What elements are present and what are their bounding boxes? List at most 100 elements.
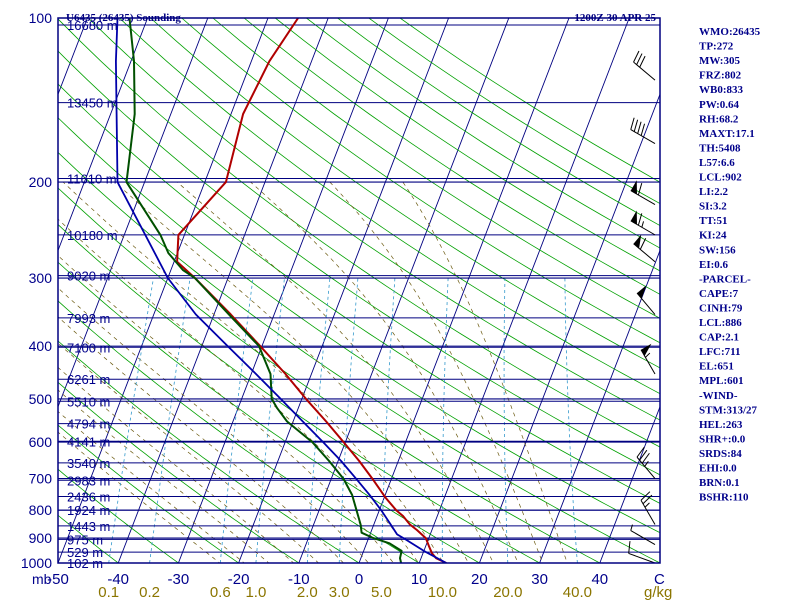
wind-barb [640,491,656,525]
height-label: 975 m [67,532,103,547]
index-value: L57:6.6 [699,157,735,169]
index-value: TT:51 [699,215,728,227]
dry-adiabat-line [58,187,601,563]
index-value: CAP:2.1 [699,332,739,344]
temperature-axis: -50 -40 -30 -20 -10 0 10 20 30 40 [47,571,608,588]
temperature-tick-label: 10 [411,571,428,588]
dry-adiabat-line [58,514,119,563]
height-label: 2436 m [67,489,110,504]
temperature-tick-label: -20 [228,571,250,588]
height-label: 2983 m [67,473,110,488]
mixing-ratio-label: 0.2 [139,584,160,600]
moist-adiabat-line [58,411,245,563]
dry-adiabat-line [87,18,660,421]
moist-adiabat-line [58,287,369,563]
moist-adiabat-line [58,255,395,563]
height-label: 13450 m [67,96,118,111]
height-label: 3540 m [67,456,110,471]
moist-adiabat-line [58,342,319,563]
pressure-tick-label: 900 [29,530,53,546]
moist-adiabat-line [176,181,494,563]
index-value: PW:0.64 [699,99,740,111]
dry-adiabat-line [243,18,660,295]
pressure-unit-label: mb [32,571,52,587]
mixing-ratio-line [381,277,396,563]
dry-adiabat-line [58,151,660,563]
dry-adiabat-line [58,261,481,563]
index-value: TP:272 [699,41,734,53]
isotherm-line [298,18,510,563]
pressure-tick-label: 700 [29,471,53,487]
mixing-ratio-line [108,277,154,563]
isotherm-line [117,18,329,563]
stability-indices-panel: WMO:26435 TP:272 MW:305 FRZ:802 WB0:833 PW:0.… [699,26,761,504]
index-value: CAPE:7 [699,288,739,300]
mixing-ratio-line [219,277,254,563]
dry-adiabat-line [58,83,660,504]
mixing-ratio-line [255,277,285,563]
parcel-profile-line [115,18,447,563]
moist-adiabat-line [402,181,568,563]
dry-adiabat-line [58,468,180,563]
index-value: HEL:263 [699,419,743,431]
plot-frame [57,17,661,564]
temperature-tick-label: -40 [107,571,129,588]
dry-adiabat-line [306,18,660,249]
index-value: LI:2.2 [699,186,729,198]
mixing-ratio-label: 1.0 [245,584,266,600]
moist-adiabat-line [58,366,295,563]
pressure-tick-label: 400 [29,338,53,354]
mixing-ratio-line [149,277,191,563]
mixing-ratio-label: 40.0 [563,584,592,600]
mixing-ratio-label: 20.0 [493,584,522,600]
mixing-ratio-unit-label: g/kg [644,584,672,600]
index-value: SW:156 [699,244,736,256]
index-value: CINH:79 [699,302,743,314]
index-value: SHR+:0.0 [699,433,746,445]
height-label: 16680 m [67,18,118,33]
isotherm-line [418,18,630,563]
index-value: TH:5408 [699,142,741,154]
wind-barb [630,524,656,545]
temperature-tick-label: 0 [355,571,363,588]
mixing-ratio-label: 2.0 [297,584,318,600]
wind-barb [633,50,656,81]
temperature-tick-label: -10 [288,571,310,588]
height-label: 1924 m [67,503,110,518]
isotherm-line [58,18,209,409]
mixing-ratio-label: 3.0 [329,584,350,600]
index-value: BRN:0.1 [699,477,740,489]
moist-adiabat-line [58,218,420,563]
temperature-tick-label: 30 [531,571,548,588]
height-label: 529 m [67,545,103,560]
index-value: WMO:26435 [699,26,761,38]
pressure-tick-label: 600 [29,434,53,450]
temperature-tick-label: 20 [471,571,488,588]
pressure-tick-label: 100 [29,10,53,26]
temperature-unit-label: C [654,571,665,588]
isotherm-line [58,18,269,563]
isotherm-line [58,18,149,252]
index-value: EHI:0.0 [699,463,737,475]
index-value: EI:0.6 [699,259,729,271]
mixing-ratio-line [564,277,578,563]
dry-adiabat-line [275,18,660,272]
height-label: 7993 m [67,311,110,326]
index-value: RH:68.2 [699,113,739,125]
pressure-axis: 100 200 300 400 500 600 700 800 900 1000 [21,10,52,571]
index-value: KI:24 [699,230,727,242]
pressure-tick-label: 500 [29,391,53,407]
moist-adiabat-line [58,389,270,563]
index-value: MAXT:17.1 [699,128,755,140]
dry-adiabat-line [58,424,240,563]
index-value: EL:651 [699,361,734,373]
dewpoint-profile-line [125,18,403,563]
index-value: LFC:711 [699,346,741,358]
sounding-profiles [115,18,447,563]
index-value: BSHR:110 [699,492,749,504]
mixing-ratio-line [306,277,331,563]
moist-adiabat-line [250,181,519,563]
wind-barbs [628,50,656,564]
wind-barb [630,117,656,145]
